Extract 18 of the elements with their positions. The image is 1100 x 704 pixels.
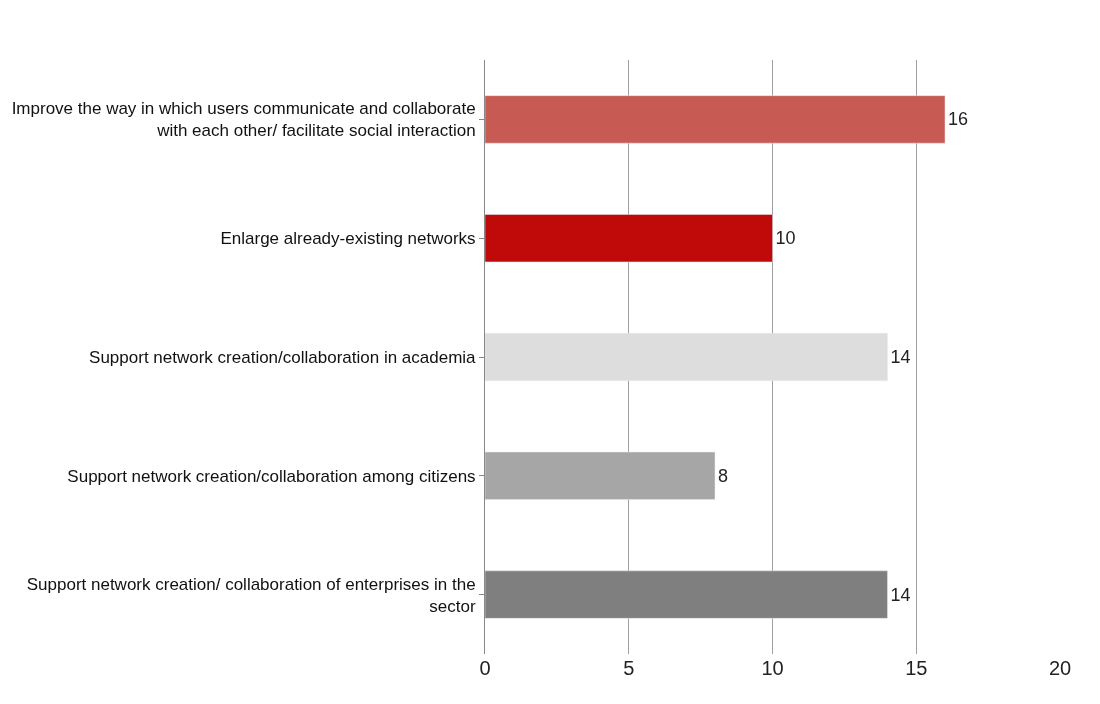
data-label: 10 (775, 228, 796, 249)
bar (485, 95, 946, 144)
x-tick-label: 5 (623, 657, 635, 679)
x-tick-label: 20 (1048, 657, 1072, 679)
data-label: 16 (948, 109, 969, 130)
bar (485, 214, 773, 263)
y-tick-label: Enlarge already-existing networks (220, 229, 476, 249)
x-tick-label: 15 (905, 657, 928, 679)
data-label: 14 (890, 584, 911, 605)
bar (485, 332, 888, 382)
y-tick-label: Support network creation/ collaboration of enterprises in the sector (26, 574, 476, 616)
x-tick-label: 10 (761, 657, 784, 679)
data-label: 14 (890, 347, 911, 367)
y-tick-label: Improve the way in which users communicate and collaborate with each other/ facilitate social interaction (11, 99, 476, 141)
data-label: 8 (718, 465, 729, 486)
y-tick-label: Support network creation/collaboration among citizens (67, 466, 476, 486)
x-tick-label: 0 (479, 657, 491, 679)
y-tick-label: Support network creation/collaboration in academia (89, 347, 477, 367)
